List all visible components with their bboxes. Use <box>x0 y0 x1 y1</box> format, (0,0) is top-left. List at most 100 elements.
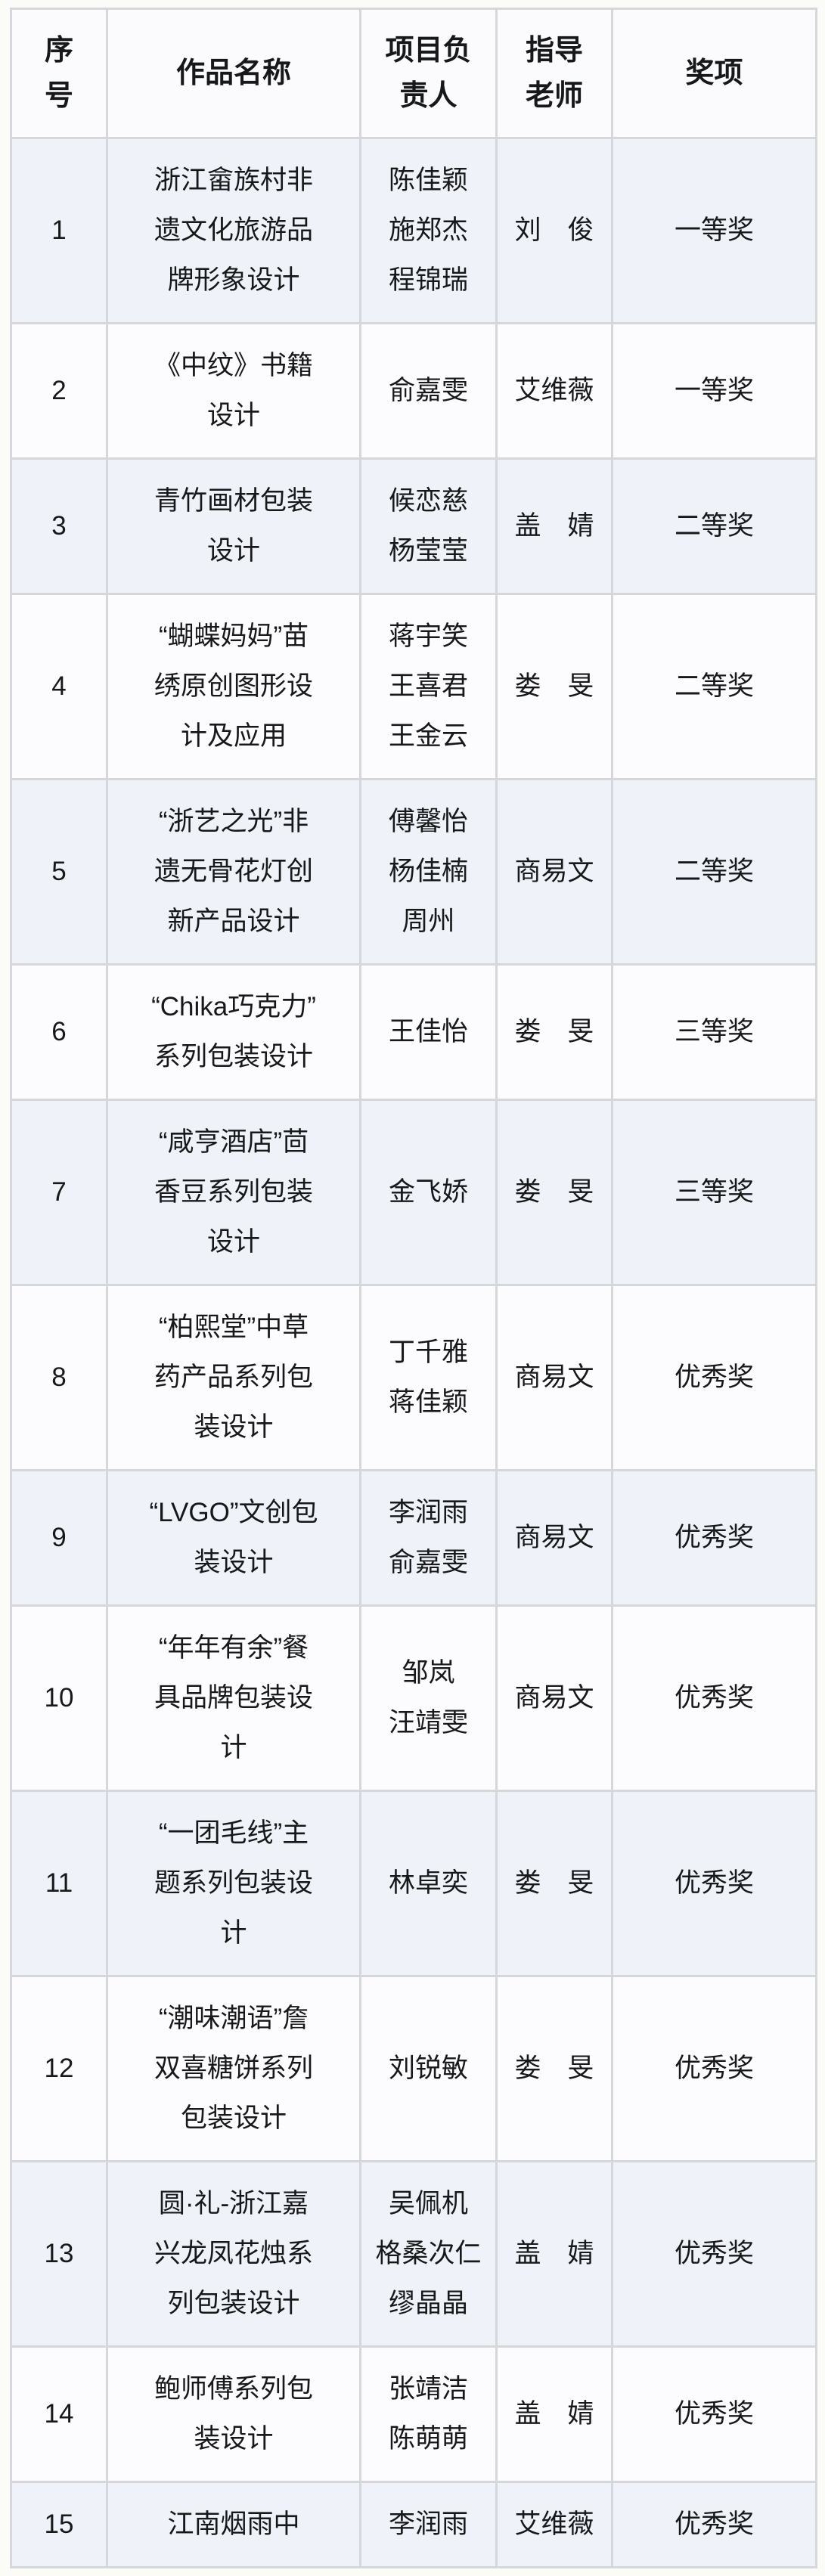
table-row: 14 鲍师傅系列包 装设计 张靖洁 陈萌萌盖 婧优秀奖 <box>10 2345 817 2483</box>
work-title-cell: “LVGO”文创包 装设计 <box>106 1469 361 1607</box>
column-header-teacher: 指导 老师 <box>495 8 613 139</box>
award-cell: 优秀奖 <box>611 1604 817 1792</box>
project-leaders-cell: 陈佳颖 施郑杰 程锦瑞 <box>359 137 498 324</box>
table-row: 2 《中纹》书籍 设计 俞嘉雯 艾维薇 一等奖 <box>10 322 817 460</box>
project-leaders-cell: 王佳怡 <box>359 963 498 1101</box>
row-number-cell: 2 <box>10 322 108 460</box>
table-row: 8 “柏熙堂”中草 药产品系列包 装设计 丁千雅 蒋佳颖 商易文 优秀奖 <box>10 1284 817 1471</box>
table-row: 12 “潮味潮语”詹 双喜糖饼系列 包装设计 刘锐敏娄 旻优秀奖 <box>10 1975 817 2162</box>
award-cell: 三等奖 <box>611 1099 817 1286</box>
work-title-cell: 《中纹》书籍 设计 <box>106 322 361 460</box>
award-cell: 优秀奖 <box>611 2160 817 2348</box>
table-row: 9 “LVGO”文创包 装设计 李润雨 俞嘉雯 商易文 优秀奖 <box>10 1469 817 1607</box>
table-body: 1 浙江畲族村非 遗文化旅游品 牌形象设计 陈佳颖 施郑杰 程锦瑞刘 俊一等奖 2 《中… <box>10 137 817 2568</box>
project-leaders-cell: 蒋宇笑 王喜君 王金云 <box>359 593 498 780</box>
award-cell: 二等奖 <box>611 778 817 966</box>
row-number-cell: 15 <box>10 2481 108 2568</box>
table-row: 13 圆·礼-浙江嘉 兴龙凤花烛系 列包装设计 吴佩机 格桑次仁 缪晶晶盖 婧优秀奖 <box>10 2160 817 2348</box>
advisor-cell: 艾维薇 <box>495 322 613 460</box>
project-leaders-cell: 邹岚 汪靖雯 <box>359 1604 498 1792</box>
table-row: 7 “咸亨酒店”茴 香豆系列包装 设计 金飞娇娄 旻三等奖 <box>10 1099 817 1286</box>
work-title-cell: “年年有余”餐 具品牌包装设 计 <box>106 1604 361 1792</box>
row-number-cell: 7 <box>10 1099 108 1286</box>
row-number-cell: 13 <box>10 2160 108 2348</box>
advisor-cell: 艾维薇 <box>495 2481 613 2568</box>
row-number-cell: 11 <box>10 1790 108 1977</box>
advisor-cell: 娄 旻 <box>495 963 613 1101</box>
advisor-cell: 盖 婧 <box>495 2160 613 2348</box>
work-title-cell: 圆·礼-浙江嘉 兴龙凤花烛系 列包装设计 <box>106 2160 361 2348</box>
work-title-cell: 浙江畲族村非 遗文化旅游品 牌形象设计 <box>106 137 361 324</box>
award-cell: 优秀奖 <box>611 1284 817 1471</box>
project-leaders-cell: 李润雨 <box>359 2481 498 2568</box>
row-number-cell: 1 <box>10 137 108 324</box>
award-cell: 二等奖 <box>611 593 817 780</box>
project-leaders-cell: 傅馨怡 杨佳楠 周州 <box>359 778 498 966</box>
project-leaders-cell: 候恋慈 杨莹莹 <box>359 457 498 595</box>
advisor-cell: 娄 旻 <box>495 1975 613 2162</box>
work-title-cell: 青竹画材包装 设计 <box>106 457 361 595</box>
awards-table: 序 号 作品名称 项目负 责人 指导 老师 奖项 1 浙江畲族村非 遗文化旅游品 … <box>10 8 817 2568</box>
row-number-cell: 4 <box>10 593 108 780</box>
column-header-title: 作品名称 <box>106 8 361 139</box>
advisor-cell: 商易文 <box>495 1469 613 1607</box>
award-cell: 三等奖 <box>611 963 817 1101</box>
project-leaders-cell: 金飞娇 <box>359 1099 498 1286</box>
project-leaders-cell: 吴佩机 格桑次仁 缪晶晶 <box>359 2160 498 2348</box>
award-cell: 优秀奖 <box>611 1790 817 1977</box>
column-header-no: 序 号 <box>10 8 108 139</box>
award-cell: 优秀奖 <box>611 1469 817 1607</box>
project-leaders-cell: 张靖洁 陈萌萌 <box>359 2345 498 2483</box>
column-header-leader: 项目负 责人 <box>359 8 498 139</box>
work-title-cell: “潮味潮语”詹 双喜糖饼系列 包装设计 <box>106 1975 361 2162</box>
row-number-cell: 12 <box>10 1975 108 2162</box>
work-title-cell: “咸亨酒店”茴 香豆系列包装 设计 <box>106 1099 361 1286</box>
header-row: 序 号 作品名称 项目负 责人 指导 老师 奖项 <box>10 8 817 139</box>
column-header-award: 奖项 <box>611 8 817 139</box>
project-leaders-cell: 刘锐敏 <box>359 1975 498 2162</box>
advisor-cell: 娄 旻 <box>495 1790 613 1977</box>
table-row: 15 江南烟雨中 李润雨 艾维薇 优秀奖 <box>10 2481 817 2568</box>
advisor-cell: 商易文 <box>495 1604 613 1792</box>
row-number-cell: 6 <box>10 963 108 1101</box>
advisor-cell: 娄 旻 <box>495 593 613 780</box>
award-cell: 二等奖 <box>611 457 817 595</box>
row-number-cell: 14 <box>10 2345 108 2483</box>
work-title-cell: 鲍师傅系列包 装设计 <box>106 2345 361 2483</box>
advisor-cell: 盖 婧 <box>495 2345 613 2483</box>
table-row: 4 “蝴蝶妈妈”苗 绣原创图形设 计及应用 蒋宇笑 王喜君 王金云娄 旻二等奖 <box>10 593 817 780</box>
work-title-cell: “Chika巧克力” 系列包装设计 <box>106 963 361 1101</box>
award-cell: 一等奖 <box>611 137 817 324</box>
advisor-cell: 商易文 <box>495 778 613 966</box>
table-row: 6 “Chika巧克力” 系列包装设计 王佳怡娄 旻三等奖 <box>10 963 817 1101</box>
advisor-cell: 刘 俊 <box>495 137 613 324</box>
award-cell: 一等奖 <box>611 322 817 460</box>
table-row: 10 “年年有余”餐 具品牌包装设 计邹岚 汪靖雯 商易文 优秀奖 <box>10 1604 817 1792</box>
table-row: 5 “浙艺之光”非 遗无骨花灯创 新产品设计 傅馨怡 杨佳楠 周州 商易文 二等奖 <box>10 778 817 966</box>
work-title-cell: “浙艺之光”非 遗无骨花灯创 新产品设计 <box>106 778 361 966</box>
project-leaders-cell: 俞嘉雯 <box>359 322 498 460</box>
work-title-cell: “柏熙堂”中草 药产品系列包 装设计 <box>106 1284 361 1471</box>
table-row: 1 浙江畲族村非 遗文化旅游品 牌形象设计 陈佳颖 施郑杰 程锦瑞刘 俊一等奖 <box>10 137 817 324</box>
advisor-cell: 商易文 <box>495 1284 613 1471</box>
award-cell: 优秀奖 <box>611 2345 817 2483</box>
work-title-cell: 江南烟雨中 <box>106 2481 361 2568</box>
advisor-cell: 盖 婧 <box>495 457 613 595</box>
row-number-cell: 9 <box>10 1469 108 1607</box>
work-title-cell: “蝴蝶妈妈”苗 绣原创图形设 计及应用 <box>106 593 361 780</box>
project-leaders-cell: 丁千雅 蒋佳颖 <box>359 1284 498 1471</box>
project-leaders-cell: 李润雨 俞嘉雯 <box>359 1469 498 1607</box>
row-number-cell: 8 <box>10 1284 108 1471</box>
award-cell: 优秀奖 <box>611 2481 817 2568</box>
row-number-cell: 10 <box>10 1604 108 1792</box>
work-title-cell: “一团毛线”主 题系列包装设 计 <box>106 1790 361 1977</box>
table-header: 序 号 作品名称 项目负 责人 指导 老师 奖项 <box>10 8 817 139</box>
table-row: 3 青竹画材包装 设计 候恋慈 杨莹莹盖 婧二等奖 <box>10 457 817 595</box>
row-number-cell: 3 <box>10 457 108 595</box>
table-row: 11 “一团毛线”主 题系列包装设 计林卓奕娄 旻优秀奖 <box>10 1790 817 1977</box>
award-cell: 优秀奖 <box>611 1975 817 2162</box>
project-leaders-cell: 林卓奕 <box>359 1790 498 1977</box>
row-number-cell: 5 <box>10 778 108 966</box>
advisor-cell: 娄 旻 <box>495 1099 613 1286</box>
